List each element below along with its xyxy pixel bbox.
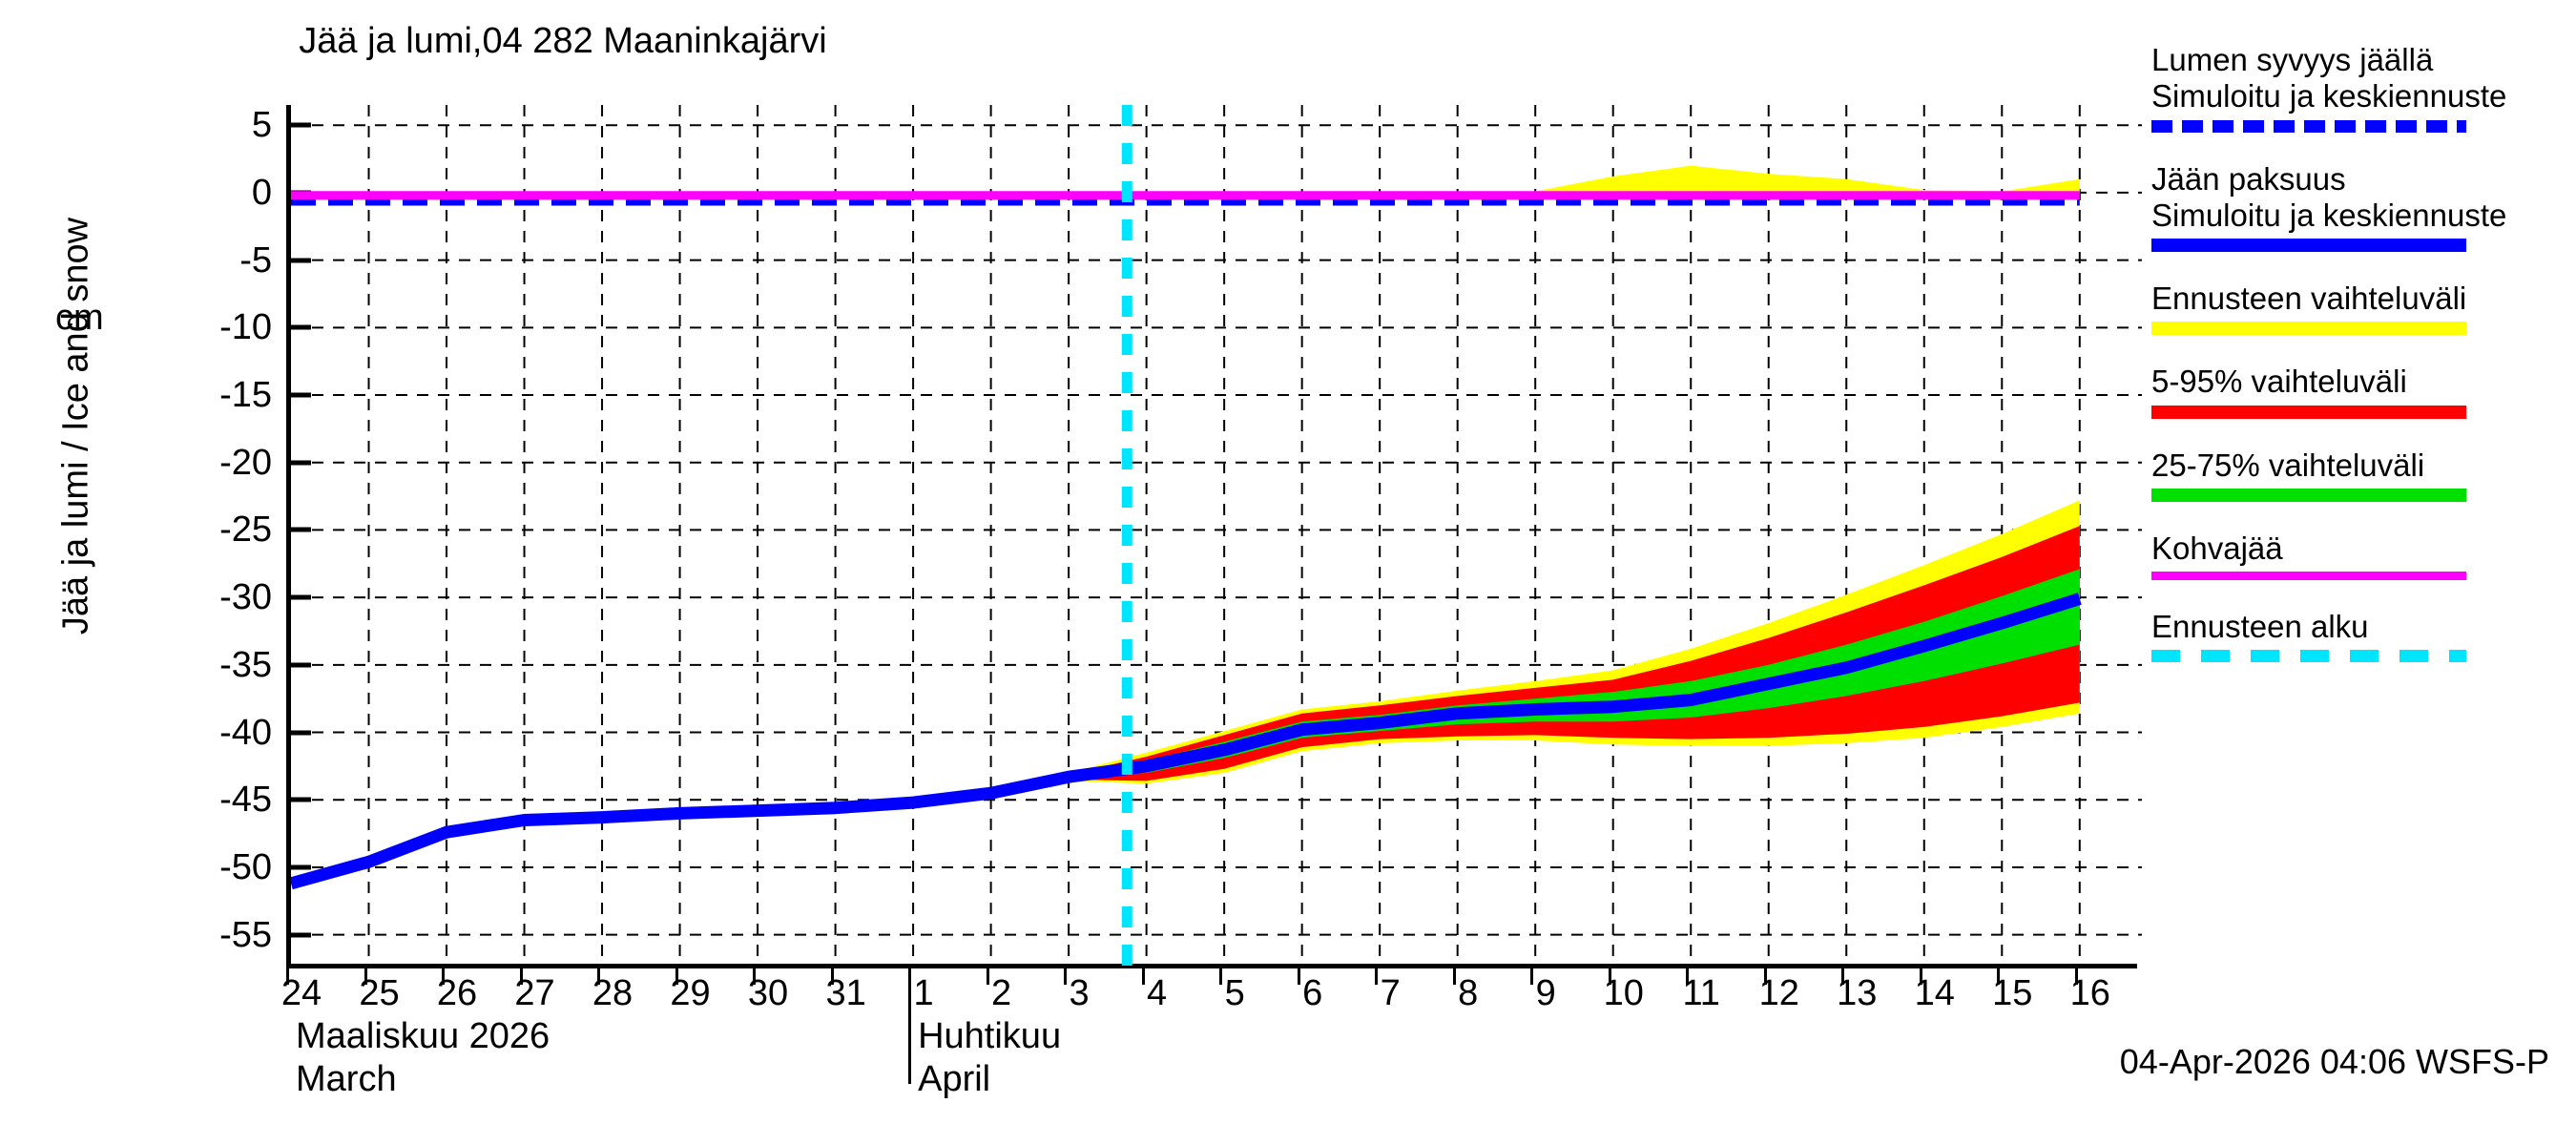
legend-spacer [2151,593,2562,609]
legend-entry[interactable]: Kohvajää [2151,530,2562,581]
legend-entry[interactable]: Jään paksuus [2151,161,2562,198]
legend-spacer [2151,348,2562,364]
x-axis-tick-mark [1064,968,1068,985]
grid-lines [291,105,2142,968]
y-axis-tick-label: -40 [219,712,272,753]
legend-entry[interactable]: Ennusteen vaihteluväli [2151,281,2562,336]
legend-swatch [2151,572,2466,581]
y-axis-tick-label: -5 [239,239,272,281]
legend-entry-label: Kohvajää [2151,530,2283,566]
x-axis-tick-mark [1997,968,2001,985]
month-label-fi: Huhtikuu [918,1016,1062,1056]
legend-entry-label: Ennusteen vaihteluväli [2151,281,2467,317]
month-label-en: April [918,1058,991,1099]
y-axis-tick-label: 0 [251,172,272,213]
x-axis-tick-mark [1763,968,1767,985]
y-axis-tick-labels: 5 0 -5 -10 -15 -20 -25 -30 -35 -40 -45 -50 -55 [105,0,272,1145]
legend-spacer [2151,432,2562,448]
x-axis-tick-label: 6 [1302,973,1323,1013]
month-label-en: March [296,1058,397,1099]
legend-spacer [2151,676,2562,691]
legend-entry[interactable]: 5-95% vaihteluväli [2151,364,2562,419]
y-axis-tick-label: -25 [219,510,272,551]
x-axis-tick-mark [1919,968,1922,985]
x-axis-tick-label: 9 [1535,973,1556,1013]
x-axis-tick-label: 1 [913,973,934,1013]
y-axis-tick-label: -15 [219,375,272,416]
legend-swatch [2151,650,2466,663]
y-axis-unit: cm [55,298,104,338]
y-axis-tick-label: -20 [219,442,272,483]
x-axis-tick-label: 2 [991,973,1012,1013]
x-axis-tick-label: 7 [1380,973,1401,1013]
legend-entry[interactable]: Simuloitu ja keskiennuste [2151,78,2562,133]
y-axis-tick-label: -30 [219,577,272,618]
x-axis-tick-mark [986,968,989,985]
x-axis-tick-label: 8 [1458,973,1479,1013]
x-axis-tick-label: 3 [1069,973,1090,1013]
legend-entry-label: Simuloitu ja keskiennuste [2151,78,2507,114]
x-axis-tick-mark [675,968,678,985]
data-series [291,191,2082,890]
series-line [291,593,2082,890]
chart-legend: Lumen syvyys jäällä Simuloitu ja keskienn… [2151,42,2562,691]
x-axis-tick-mark [1686,968,1690,985]
y-axis-tick-label: -45 [219,780,272,821]
x-axis-tick-mark [753,968,757,985]
month-separator [908,971,912,1084]
x-axis-tick-mark [1375,968,1379,985]
legend-swatch [2151,488,2466,502]
legend-entry-label: 25-75% vaihteluväli [2151,447,2425,483]
legend-swatch [2151,239,2466,253]
forecast-band [1069,165,2080,193]
page-title: Jää ja lumi,04 282 Maaninkajärvi [299,21,827,61]
x-axis-tick-mark [1841,968,1845,985]
legend-entry-label: Jään paksuus [2151,160,2346,197]
x-axis-tick-mark [1608,968,1611,985]
x-axis-tick-mark [519,968,523,985]
x-axis-tick-mark [1141,968,1145,985]
x-axis-tick-mark [364,968,367,985]
x-axis-tick-mark [2074,968,2078,985]
x-axis-tick-mark [1297,968,1300,985]
legend-swatch [2151,119,2466,133]
plot-area [286,105,2142,968]
legend-entry-label: 5-95% vaihteluväli [2151,364,2407,400]
legend-entry[interactable]: Simuloitu ja keskiennuste [2151,197,2562,253]
x-axis-tick-mark [830,968,834,985]
x-axis-tick-mark [442,968,446,985]
chart-canvas [291,105,2142,968]
legend-swatch [2151,322,2466,336]
x-axis-tick-mark [1452,968,1456,985]
y-axis-tick-label: -10 [219,307,272,348]
legend-entry[interactable]: Ennusteen alku [2151,609,2562,663]
legend-section-title: Lumen syvyys jäällä [2151,42,2434,77]
legend-spacer [2151,515,2562,531]
legend-entry[interactable]: 25-75% vaihteluväli [2151,448,2562,502]
x-axis-month-label: Huhtikuu April [918,1015,1061,1101]
y-axis-tick-label: -35 [219,644,272,685]
y-axis-tick-label: -55 [219,914,272,955]
y-axis-tick-label: 5 [251,105,272,146]
x-axis-tick-mark [597,968,601,985]
legend-spacer [2151,265,2562,281]
legend-entry-label: Ennusteen alku [2151,609,2369,645]
month-label-fi: Maaliskuu 2026 [296,1016,551,1056]
x-axis-tick-mark [1219,968,1223,985]
x-axis-tick-label: 5 [1224,973,1245,1013]
x-axis-tick-mark [1530,968,1534,985]
y-axis-tick-label: -50 [219,846,272,887]
legend-entry-label: Simuloitu ja keskiennuste [2151,197,2507,233]
legend-swatch [2151,405,2466,419]
x-axis-tick-label: 4 [1147,973,1168,1013]
legend-spacer [2151,146,2562,161]
x-axis-month-label: Maaliskuu 2026 March [296,1015,550,1101]
x-axis-tick-mark [286,968,289,985]
forecast-band [1069,526,2080,781]
footer-timestamp: 04-Apr-2026 04:06 WSFS-P [2119,1042,2549,1081]
